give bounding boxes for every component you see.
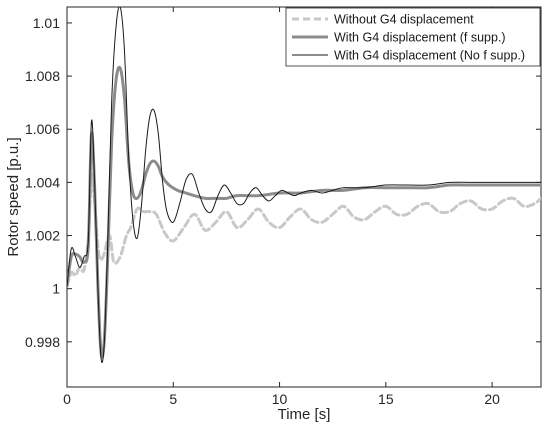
ticks-layer: 0 5 10 15 20 0.998 1 1.002 1.004 1.006 1.008 1.01 <box>25 7 541 407</box>
legend: Without G4 displacement With G4 displace… <box>285 7 541 67</box>
y-tick-label: 0.998 <box>25 334 60 350</box>
x-axis-label: Time [s] <box>278 406 331 423</box>
series-layer <box>67 7 541 363</box>
legend-label-with-no-f-supp: With G4 displacement (No f supp.) <box>334 49 525 63</box>
y-tick-label: 1.006 <box>25 121 60 137</box>
y-tick-label: 1.002 <box>25 228 60 244</box>
series-with-no-f-supp-line <box>67 7 541 363</box>
x-tick-label: 0 <box>63 391 71 407</box>
y-tick-label: 1.004 <box>25 174 60 190</box>
legend-box <box>285 7 541 67</box>
x-tick-label: 15 <box>378 391 394 407</box>
x-tick-label: 5 <box>169 391 177 407</box>
series-without-g4-line <box>67 172 541 288</box>
legend-label-with-f-supp: With G4 displacement (f supp.) <box>334 31 506 45</box>
y-tick-label: 1.008 <box>25 68 60 84</box>
x-tick-label: 10 <box>272 391 288 407</box>
legend-label-without: Without G4 displacement <box>334 13 474 27</box>
y-tick-label: 1.01 <box>33 15 60 31</box>
x-tick-label: 20 <box>484 391 500 407</box>
y-axis-label: Rotor speed [p.u.] <box>5 137 22 256</box>
y-tick-label: 1 <box>52 281 60 297</box>
